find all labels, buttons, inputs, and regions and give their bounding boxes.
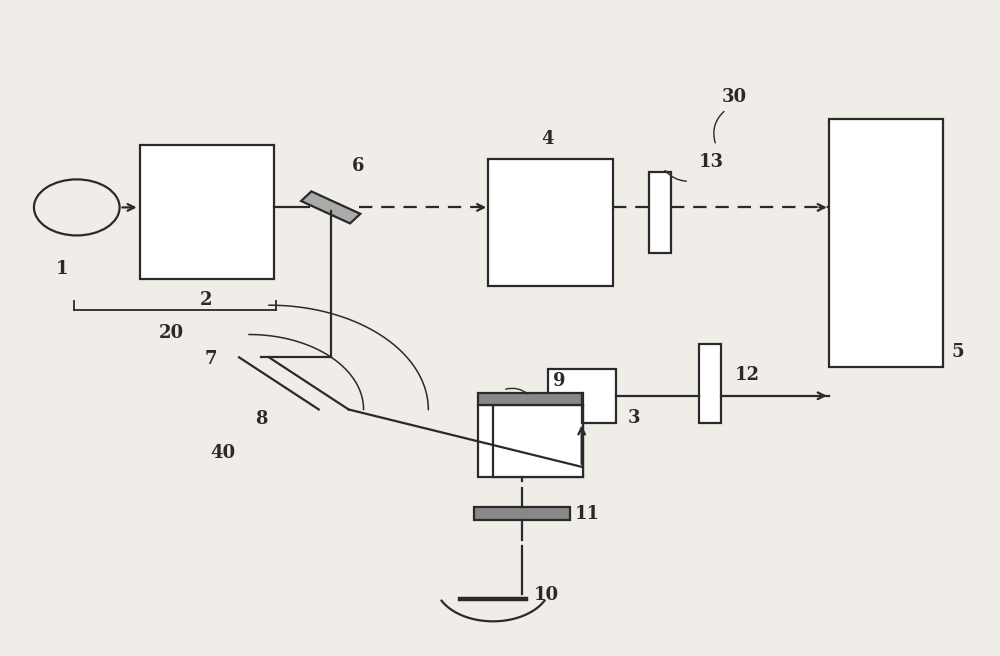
Bar [140, 146, 274, 279]
Bar [649, 172, 671, 253]
Text: 13: 13 [699, 153, 724, 171]
Text: 9: 9 [554, 373, 566, 390]
Text: 8: 8 [255, 410, 267, 428]
Text: 20: 20 [159, 324, 184, 342]
Bar [474, 507, 570, 520]
Polygon shape [301, 192, 360, 224]
Text: 40: 40 [211, 444, 236, 462]
Text: 12: 12 [734, 366, 759, 384]
Text: 2: 2 [200, 291, 212, 309]
Bar [493, 405, 583, 477]
Text: 11: 11 [575, 504, 600, 523]
Text: 3: 3 [627, 409, 640, 427]
Text: 7: 7 [205, 350, 217, 367]
Text: 1: 1 [56, 260, 68, 278]
Bar [829, 119, 943, 367]
Bar [478, 393, 583, 405]
Text: 10: 10 [534, 586, 559, 604]
Text: 6: 6 [352, 157, 365, 175]
Text: 4: 4 [542, 130, 554, 148]
Text: 30: 30 [721, 88, 747, 106]
Text: 5: 5 [952, 343, 964, 361]
Bar [488, 159, 613, 285]
Bar [548, 369, 616, 422]
Bar [699, 344, 721, 422]
Bar [478, 405, 583, 477]
